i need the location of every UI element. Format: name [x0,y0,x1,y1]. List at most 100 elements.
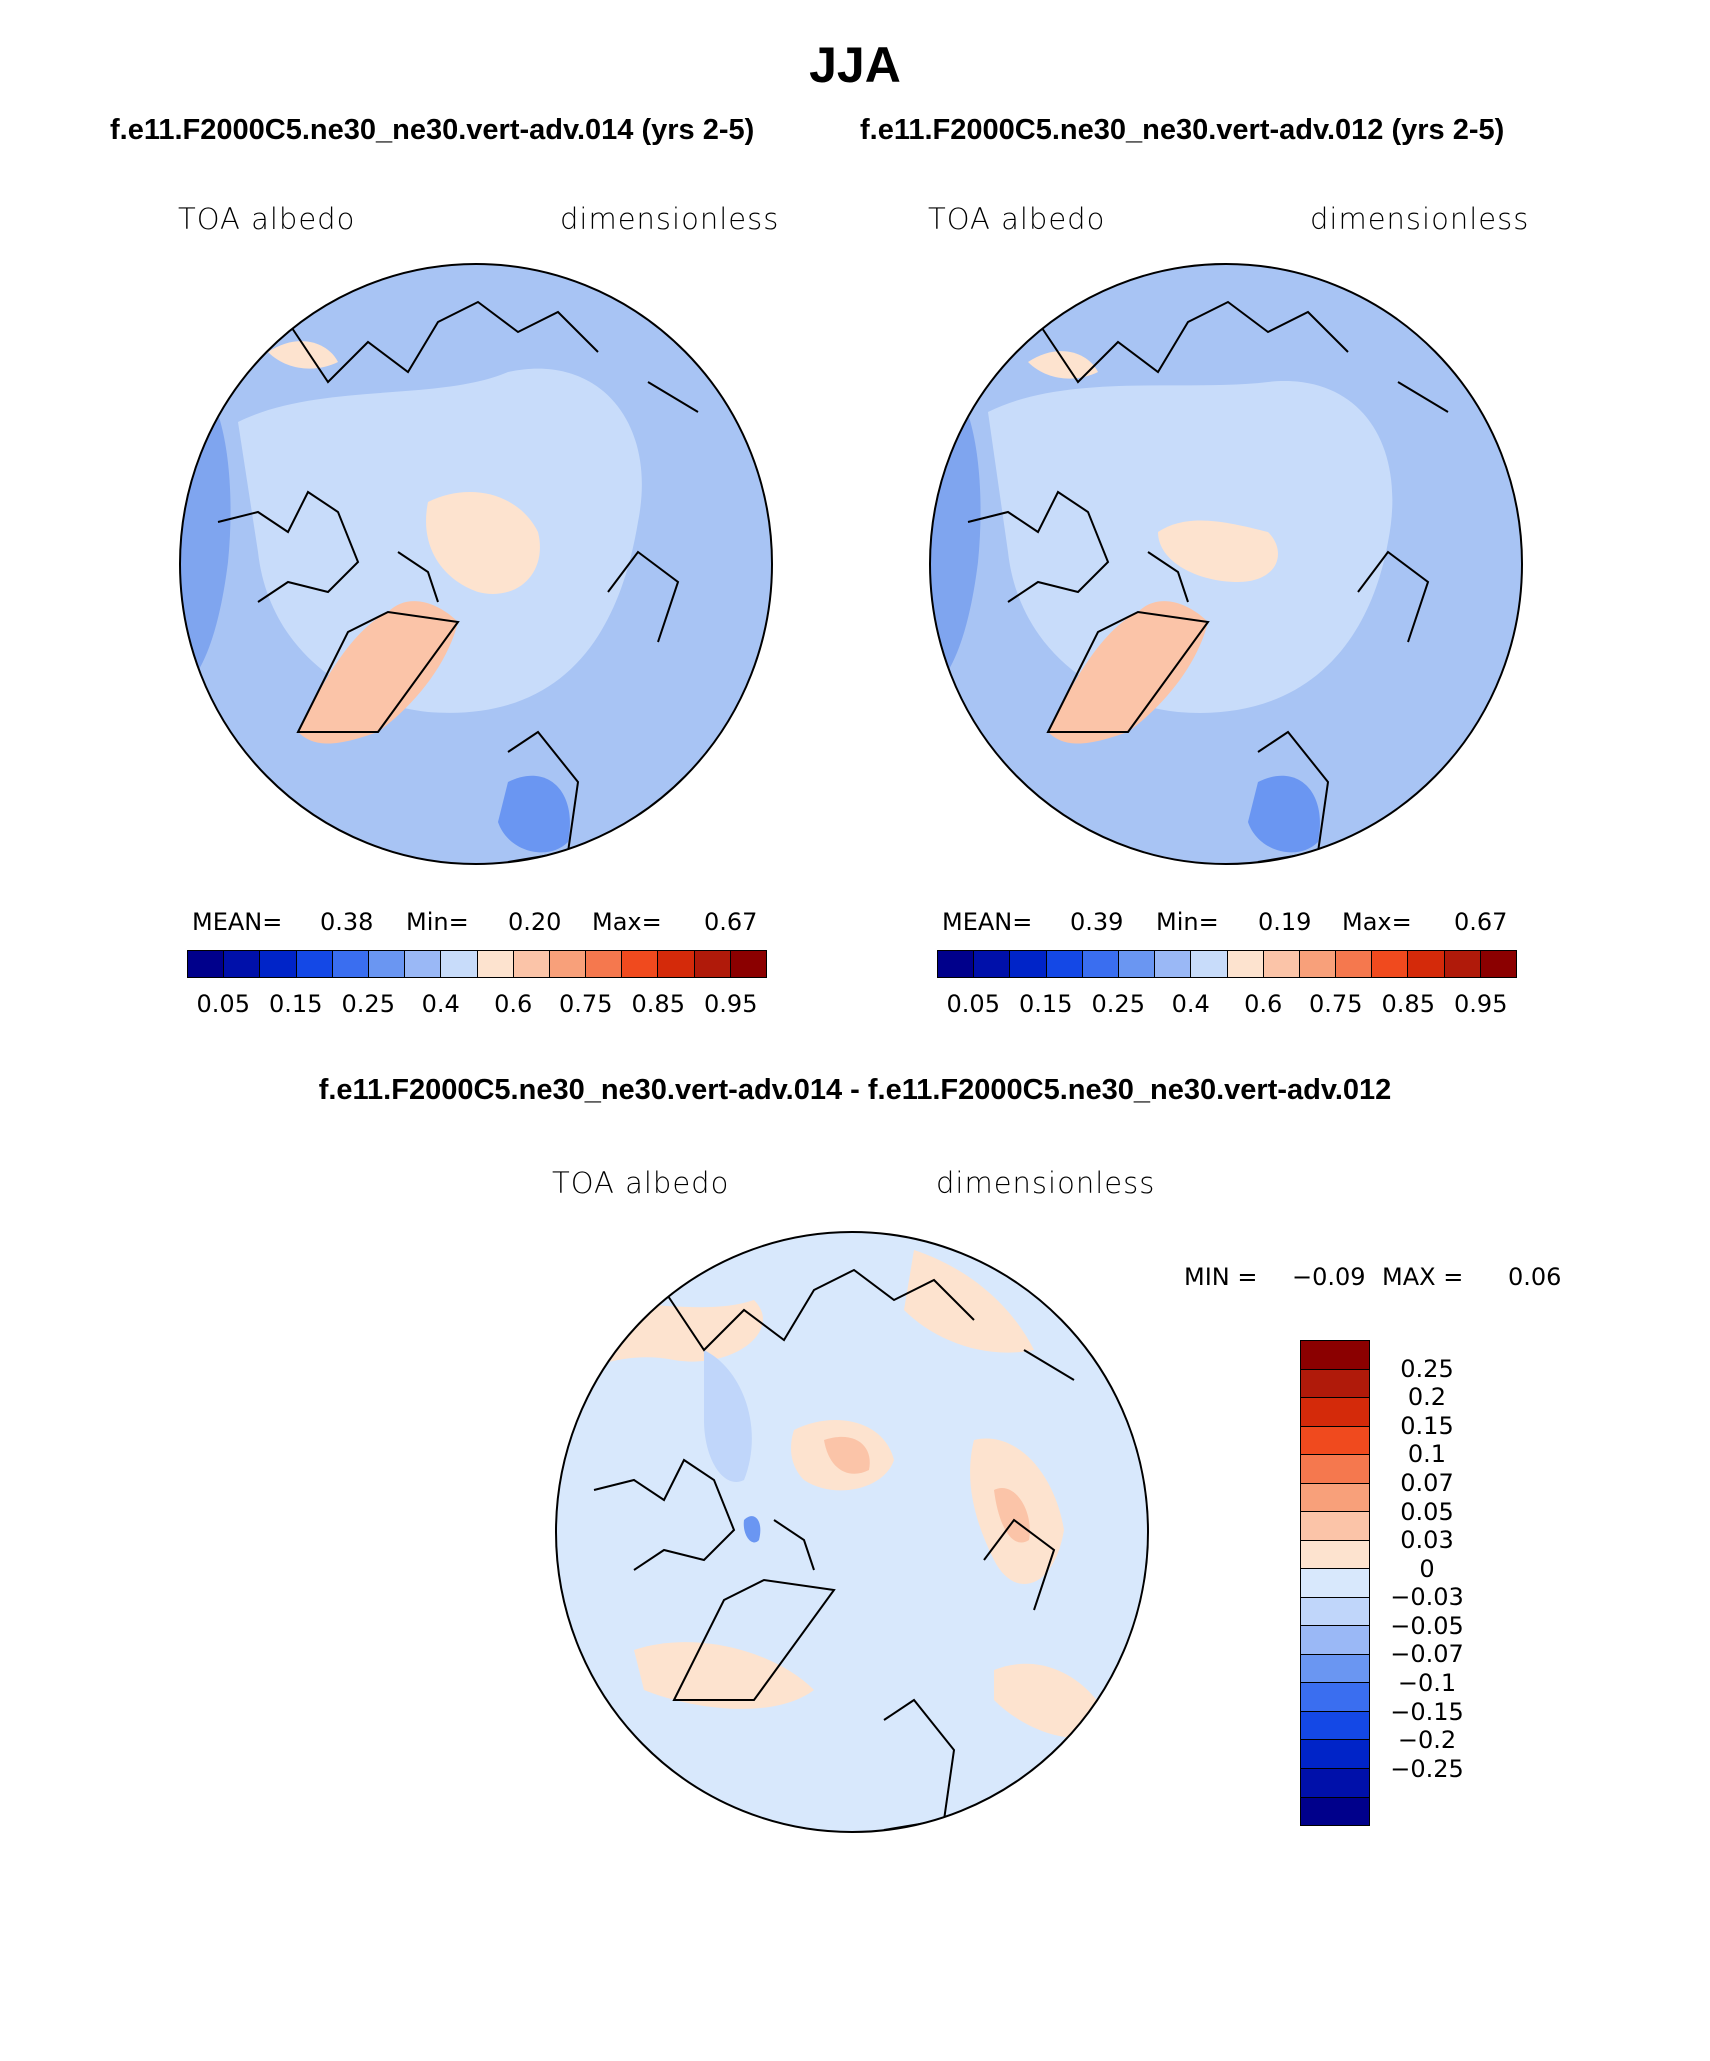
colorbar-tick-label: 0.15 [269,990,323,1018]
colorbar-tick-label: 0.95 [704,990,758,1018]
colorbar-tick-label: 0.25 [341,990,395,1018]
colorbar-swatch [332,951,369,977]
max-value-left: 0.67 [704,908,758,936]
colorbar-tick-label: 0.1 [1407,1440,1447,1469]
colorbar-swatch [1301,1626,1369,1655]
colorbar-swatch [1191,951,1228,977]
diff-min-label: MIN = [1184,1263,1258,1291]
max-label-right: Max= [1342,908,1412,936]
colorbar-tick-label: 0.25 [1400,1354,1454,1383]
variable-label-left: TOA albedo [178,202,356,236]
field-cool-spot [743,1516,761,1543]
colorbar-tick-label: 0.05 [946,990,1000,1018]
diff-max-value: 0.06 [1508,1263,1562,1291]
colorbar-tick-label: 0.15 [1400,1411,1454,1440]
colorbar-swatch [1336,951,1373,977]
min-label-right: Min= [1156,908,1219,936]
colorbar-swatch [368,951,406,977]
colorbar-tick-label: 0.85 [631,990,685,1018]
colorbar-swatch [1227,951,1264,977]
polar-map-difference [555,1231,1149,1833]
colorbar-tick-label: 0.05 [1400,1497,1454,1526]
max-value-right: 0.67 [1454,908,1508,936]
coastline [573,1268,1075,1831]
colorbar-tick-label: 0.85 [1381,990,1435,1018]
field-baltic-low [1248,775,1320,853]
colorbar-swatch [586,951,623,977]
colorbar-swatch [1444,951,1481,977]
mean-value-right: 0.39 [1070,908,1124,936]
colorbar-right [937,950,1517,978]
colorbar-swatch [1046,951,1083,977]
colorbar-tick-label: −0.05 [1390,1611,1464,1640]
polar-map-left [179,263,773,865]
colorbar-tick-label: −0.03 [1390,1583,1464,1612]
colorbar-swatch [1301,1455,1369,1484]
case-title-left: f.e11.F2000C5.ne30_ne30.vert-adv.014 (yr… [110,114,755,146]
polar-map-right [929,263,1523,865]
colorbar-tick-label: 0.2 [1407,1383,1447,1412]
colorbar-swatch [1301,1512,1369,1541]
variable-label-diff: TOA albedo [552,1166,730,1200]
field-greenland-warm [1048,601,1208,744]
colorbar-tick-label: 0.15 [1019,990,1073,1018]
colorbar-swatch [938,951,975,977]
colorbar-swatch [1118,951,1156,977]
colorbar-tick-label: 0.6 [1244,990,1283,1018]
colorbar-swatch [1155,951,1192,977]
field-alaska-warm [1028,351,1098,379]
variable-label-right: TOA albedo [928,202,1106,236]
colorbar-swatch [1301,1711,1369,1741]
field-warm-atlantic [634,1642,814,1709]
colorbar-tick-label: 0.4 [1171,990,1210,1018]
colorbar-swatch [513,951,550,977]
colorbar-swatch [1301,1654,1369,1684]
case-title-right: f.e11.F2000C5.ne30_ne30.vert-adv.012 (yr… [860,114,1505,146]
field-warm-siberia-core [994,1488,1030,1543]
difference-title: f.e11.F2000C5.ne30_ne30.vert-adv.014 - f… [318,1074,1392,1106]
diff-min-value: −0.09 [1292,1263,1366,1291]
colorbar-swatch [1301,1483,1369,1513]
colorbar-swatch [405,951,442,977]
field-alaska-warm [268,341,338,369]
colorbar-swatch [974,951,1011,977]
colorbar-swatch [477,951,514,977]
field-baltic-low [498,775,570,853]
colorbar-tick-label: 0.95 [1454,990,1508,1018]
colorbar-swatch [658,951,695,977]
colorbar-tick-label: 0 [1419,1554,1435,1583]
field-arctic-warm [1158,520,1278,582]
colorbar-swatch [730,951,766,977]
coastline [947,300,1449,863]
colorbar-swatch [1301,1398,1369,1427]
colorbar-swatch [1082,951,1119,977]
colorbar-swatch [188,951,225,977]
colorbar-tick-label: 0.25 [1091,990,1145,1018]
colorbar-tick-label: −0.2 [1397,1726,1457,1755]
colorbar-tick-label: −0.07 [1390,1640,1464,1669]
colorbar-swatch [1408,951,1445,977]
units-label-right: dimensionless [1310,202,1530,236]
coastline [197,300,699,863]
colorbar-tick-label: −0.15 [1390,1697,1464,1726]
colorbar-swatch [694,951,731,977]
colorbar-swatch [441,951,478,977]
colorbar-swatch [224,951,261,977]
field-greenland-warm [298,601,458,744]
colorbar-swatch [622,951,659,977]
colorbar-swatch [1299,951,1337,977]
colorbar-swatch [1301,1341,1369,1370]
max-label-left: Max= [592,908,662,936]
colorbar-tick-label: 0.75 [559,990,613,1018]
colorbar-tick-label: 0.05 [196,990,250,1018]
colorbar-swatch [260,951,297,977]
colorbar-swatch [296,951,333,977]
main-title: JJA [809,37,901,93]
colorbar-swatch [1301,1768,1369,1798]
colorbar-swatch [1301,1569,1369,1598]
colorbar-tick-label: 0.75 [1309,990,1363,1018]
colorbar-swatch [1263,951,1300,977]
colorbar-tick-label: −0.1 [1397,1669,1457,1698]
field-cool-band [704,1350,752,1482]
colorbar-swatch [1301,1683,1369,1712]
